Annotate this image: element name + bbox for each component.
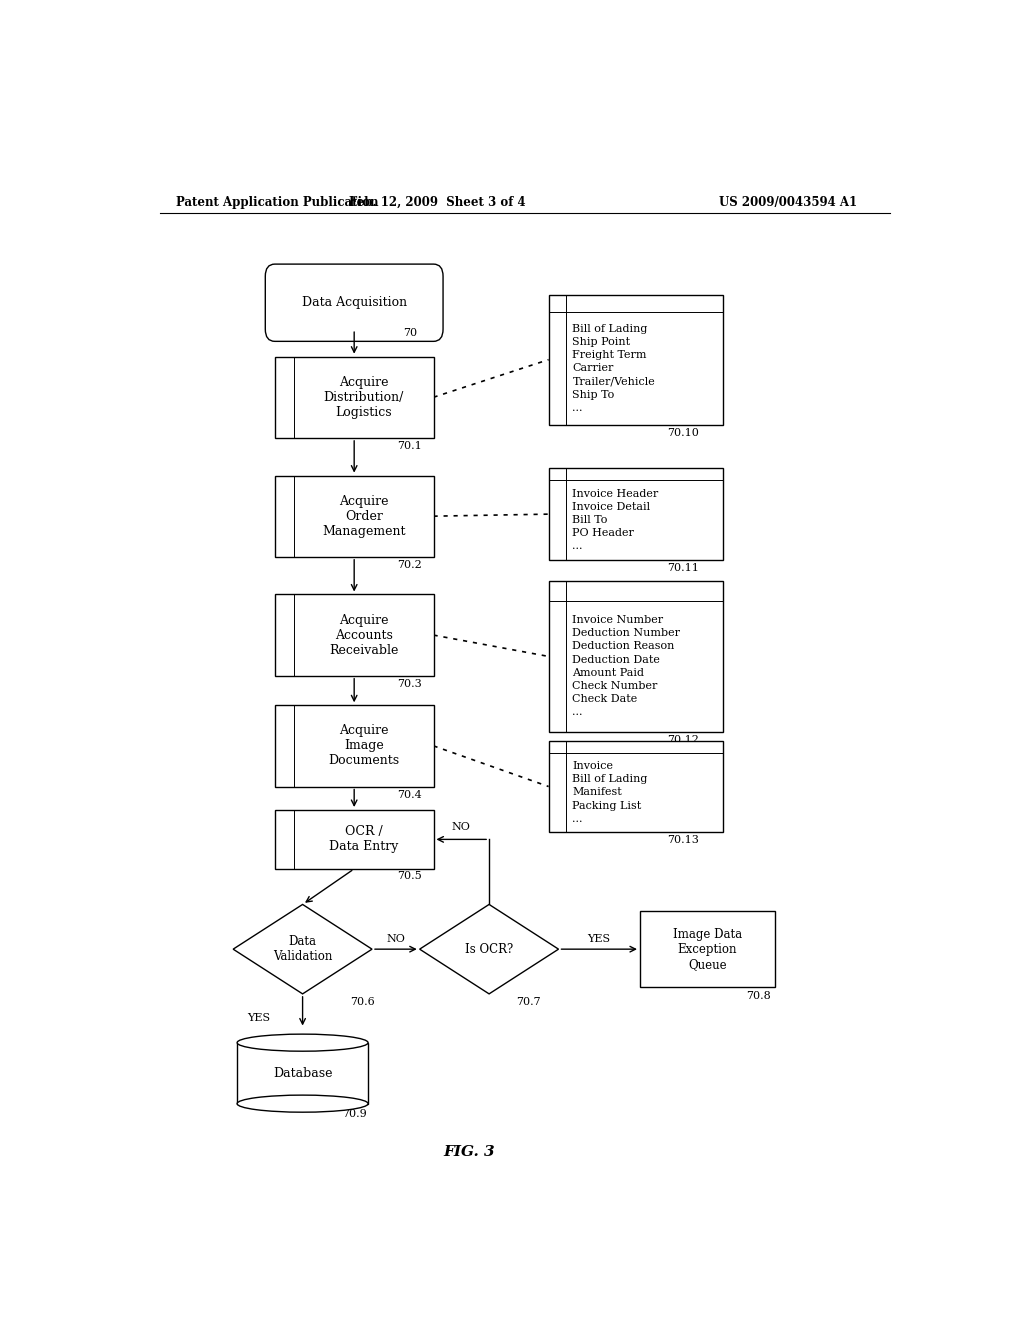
Text: 70.2: 70.2 (397, 560, 422, 570)
Text: 70.5: 70.5 (397, 871, 422, 880)
Bar (640, 911, 775, 987)
Text: FIG. 3: FIG. 3 (443, 1146, 495, 1159)
Text: 70.3: 70.3 (397, 678, 422, 689)
Text: 70.9: 70.9 (342, 1109, 367, 1119)
Text: Invoice
Bill of Lading
Manifest
Packing List
...: Invoice Bill of Lading Manifest Packing … (572, 762, 648, 824)
Text: 70.13: 70.13 (668, 836, 699, 845)
Text: 70.10: 70.10 (668, 428, 699, 438)
Text: US 2009/0043594 A1: US 2009/0043594 A1 (719, 195, 857, 209)
Text: 70.4: 70.4 (397, 789, 422, 800)
Bar (274, 594, 433, 676)
Text: 70.1: 70.1 (397, 441, 422, 451)
Text: 70: 70 (402, 329, 417, 338)
Text: Is OCR?: Is OCR? (465, 942, 513, 956)
Bar (549, 469, 723, 560)
Bar (274, 475, 433, 557)
Text: YES: YES (588, 935, 610, 944)
Text: Bill of Lading
Ship Point
Freight Term
Carrier
Trailer/Vehicle
Ship To
...: Bill of Lading Ship Point Freight Term C… (572, 323, 655, 413)
Text: Database: Database (272, 1067, 333, 1080)
Bar (549, 741, 723, 833)
Text: Data Acquisition: Data Acquisition (302, 296, 407, 309)
Text: 70.11: 70.11 (668, 564, 699, 573)
Text: 70.12: 70.12 (668, 735, 699, 744)
Text: NO: NO (386, 935, 406, 944)
Text: Data
Validation: Data Validation (273, 935, 332, 964)
Bar (549, 581, 723, 731)
Text: Invoice Header
Invoice Detail
Bill To
PO Header
...: Invoice Header Invoice Detail Bill To PO… (572, 488, 658, 552)
Text: 70.7: 70.7 (516, 997, 541, 1007)
Bar (274, 810, 433, 869)
Text: Acquire
Accounts
Receivable: Acquire Accounts Receivable (329, 614, 398, 656)
Text: NO: NO (452, 822, 471, 832)
Text: Patent Application Publication: Patent Application Publication (176, 195, 378, 209)
Text: Image Data
Exception
Queue: Image Data Exception Queue (673, 928, 742, 970)
Text: Invoice Number
Deduction Number
Deduction Reason
Deduction Date
Amount Paid
Chec: Invoice Number Deduction Number Deductio… (572, 615, 680, 717)
Ellipse shape (238, 1034, 368, 1051)
Bar (549, 294, 723, 425)
Text: 70.8: 70.8 (746, 991, 771, 1001)
Text: YES: YES (248, 1014, 270, 1023)
Text: OCR /
Data Entry: OCR / Data Entry (329, 825, 398, 854)
Polygon shape (420, 904, 558, 994)
Text: Feb. 12, 2009  Sheet 3 of 4: Feb. 12, 2009 Sheet 3 of 4 (349, 195, 525, 209)
Bar (274, 356, 433, 438)
Polygon shape (233, 904, 372, 994)
FancyBboxPatch shape (265, 264, 443, 342)
Text: Acquire
Order
Management: Acquire Order Management (322, 495, 406, 537)
Bar (238, 1043, 368, 1104)
Ellipse shape (238, 1096, 368, 1113)
Text: Acquire
Image
Documents: Acquire Image Documents (328, 725, 399, 767)
Text: Acquire
Distribution/
Logistics: Acquire Distribution/ Logistics (324, 376, 403, 418)
Bar (274, 705, 433, 787)
Text: 70.6: 70.6 (350, 997, 375, 1007)
